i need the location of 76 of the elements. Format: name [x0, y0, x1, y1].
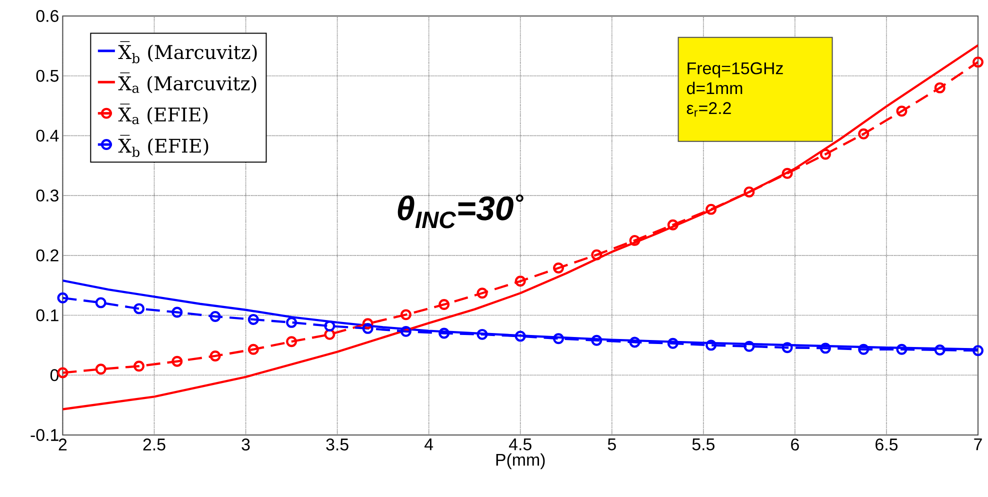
- point: [400, 326, 412, 337]
- y-tick-label: -0.1: [30, 428, 58, 441]
- point: [667, 219, 678, 230]
- annotation: θ$_{INC}$=30$^{°}$: [398, 194, 524, 228]
- point: [400, 309, 412, 320]
- x-tick-label: 3: [242, 438, 250, 451]
- y-tick-label: 0.5: [36, 70, 58, 82]
- point: [744, 340, 755, 352]
- point: [972, 345, 984, 356]
- x-tick-label: 5: [608, 438, 616, 450]
- y-tick-label: 0.3: [36, 190, 58, 202]
- point: [629, 336, 640, 348]
- point: [248, 314, 259, 325]
- legend-label: X̅$_{b}$ (Marcuvitz): [118, 41, 257, 64]
- y-tick-label: 0.1: [36, 309, 58, 322]
- point: [934, 82, 946, 94]
- point: [820, 148, 831, 160]
- point: [591, 334, 602, 346]
- x-tick-label: 6: [791, 438, 799, 451]
- point: [667, 338, 678, 349]
- point: [438, 299, 450, 310]
- point: [782, 168, 793, 179]
- annotation: Freq=15GHz: [688, 62, 783, 78]
- point: [782, 342, 793, 354]
- point: [134, 303, 144, 314]
- x-tick-label: 5.5: [692, 438, 714, 450]
- x-tick-label: 3.5: [326, 438, 348, 451]
- point: [476, 328, 488, 340]
- point: [514, 276, 526, 287]
- point: [210, 310, 221, 322]
- point: [95, 297, 106, 308]
- point: [514, 330, 526, 342]
- point: [629, 234, 640, 246]
- point: [286, 336, 298, 348]
- annotation: ε$_{r}$=2.2: [686, 102, 731, 117]
- point: [553, 262, 564, 274]
- point: [896, 106, 908, 117]
- legend-label: X̅$_{a}$ (Marcuvitz): [118, 72, 256, 94]
- point: [553, 333, 564, 344]
- point: [134, 360, 144, 372]
- x-tick-label: 2.5: [143, 438, 166, 451]
- point: [476, 288, 488, 299]
- point: [324, 328, 336, 340]
- point: [172, 306, 183, 318]
- point: [934, 344, 946, 356]
- point: [172, 356, 183, 367]
- point: [210, 350, 221, 362]
- y-tick-label: 0.2: [36, 249, 58, 262]
- x-axis-title: P(mm): [496, 453, 545, 470]
- point: [438, 328, 450, 339]
- point: [95, 364, 106, 375]
- point: [744, 186, 755, 198]
- point: [706, 340, 717, 351]
- point: [362, 322, 374, 334]
- x-tick-label: 7: [974, 438, 982, 450]
- x-tick-label: 4.5: [508, 438, 532, 450]
- point: [706, 204, 717, 215]
- y-tick-label: 0.4: [36, 130, 59, 142]
- point: [858, 128, 870, 140]
- point: [972, 56, 984, 68]
- point: [324, 320, 336, 332]
- point: [362, 318, 374, 330]
- point: [57, 292, 68, 304]
- point: [248, 344, 259, 355]
- point: [591, 249, 602, 260]
- x-tick-label: 4: [424, 438, 434, 450]
- x-tick-label: 2: [58, 438, 67, 450]
- annotation: d=1mm: [687, 82, 742, 94]
- y-tick-label: 0.6: [36, 10, 58, 22]
- point: [820, 342, 831, 354]
- point: [286, 316, 298, 328]
- legend-label: X̅$_{b}$ (EFIE): [118, 134, 208, 157]
- point: [858, 344, 870, 355]
- legend-label: X̅$_{a}$ (EFIE): [118, 104, 208, 124]
- point: [896, 344, 908, 355]
- x-tick-label: 6.5: [876, 438, 898, 451]
